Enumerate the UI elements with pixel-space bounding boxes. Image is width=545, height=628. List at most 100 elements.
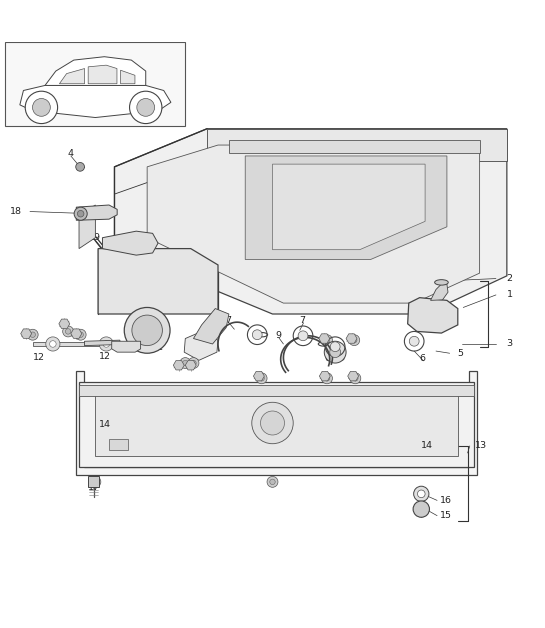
- Polygon shape: [319, 334, 330, 344]
- Circle shape: [75, 329, 86, 340]
- Polygon shape: [346, 334, 357, 344]
- Polygon shape: [147, 145, 480, 303]
- Circle shape: [103, 341, 110, 347]
- Text: 11: 11: [152, 344, 164, 352]
- Circle shape: [409, 337, 419, 346]
- Polygon shape: [229, 139, 480, 153]
- Polygon shape: [431, 284, 448, 300]
- Text: 7: 7: [299, 316, 306, 325]
- Text: 16: 16: [440, 496, 452, 505]
- Text: 9: 9: [275, 332, 281, 340]
- Polygon shape: [71, 329, 82, 338]
- Polygon shape: [184, 332, 218, 360]
- Circle shape: [349, 335, 360, 345]
- Circle shape: [46, 337, 60, 351]
- Text: 14: 14: [99, 420, 111, 428]
- Circle shape: [267, 477, 278, 487]
- Circle shape: [124, 308, 170, 353]
- Polygon shape: [120, 70, 135, 84]
- Circle shape: [76, 163, 84, 171]
- Text: 8: 8: [351, 374, 358, 383]
- Polygon shape: [88, 477, 99, 487]
- Polygon shape: [76, 371, 477, 475]
- Polygon shape: [88, 65, 117, 84]
- Bar: [5, 41, 185, 126]
- Polygon shape: [207, 129, 507, 161]
- Polygon shape: [20, 85, 171, 117]
- Text: 2: 2: [506, 274, 513, 283]
- Text: 8: 8: [75, 332, 81, 340]
- Polygon shape: [21, 329, 32, 338]
- Circle shape: [93, 479, 98, 485]
- Circle shape: [414, 486, 429, 502]
- Circle shape: [130, 91, 162, 124]
- Polygon shape: [102, 231, 158, 255]
- Circle shape: [256, 373, 267, 384]
- Circle shape: [252, 403, 293, 444]
- Circle shape: [183, 360, 188, 365]
- Circle shape: [30, 332, 35, 337]
- Circle shape: [78, 332, 83, 337]
- Text: 13: 13: [475, 441, 487, 450]
- Circle shape: [77, 210, 84, 217]
- Circle shape: [417, 490, 425, 497]
- Circle shape: [74, 207, 87, 220]
- Circle shape: [188, 357, 199, 369]
- Polygon shape: [114, 129, 507, 314]
- Circle shape: [99, 337, 113, 351]
- Circle shape: [353, 376, 358, 381]
- Polygon shape: [79, 205, 95, 249]
- Text: 8: 8: [24, 332, 31, 340]
- Circle shape: [413, 501, 429, 517]
- Circle shape: [324, 376, 330, 381]
- Circle shape: [350, 373, 361, 384]
- Text: 8: 8: [257, 374, 264, 383]
- Text: 5: 5: [457, 349, 464, 358]
- Text: 15: 15: [440, 511, 452, 520]
- Polygon shape: [98, 249, 218, 314]
- Polygon shape: [33, 342, 125, 345]
- Circle shape: [324, 341, 346, 363]
- Circle shape: [322, 373, 332, 384]
- Text: 14: 14: [421, 441, 433, 450]
- Circle shape: [322, 335, 332, 345]
- Polygon shape: [348, 371, 359, 381]
- Circle shape: [270, 479, 275, 485]
- Circle shape: [298, 331, 308, 341]
- Polygon shape: [272, 164, 425, 250]
- Text: 4: 4: [177, 363, 183, 372]
- Circle shape: [352, 337, 357, 343]
- Circle shape: [65, 328, 71, 334]
- Text: 17: 17: [88, 483, 100, 492]
- Text: 4: 4: [189, 363, 195, 372]
- Circle shape: [132, 315, 162, 345]
- Circle shape: [330, 347, 341, 357]
- Polygon shape: [408, 298, 458, 333]
- Polygon shape: [245, 156, 447, 259]
- Polygon shape: [319, 371, 330, 381]
- Text: 7: 7: [225, 316, 231, 325]
- Polygon shape: [253, 371, 264, 381]
- Circle shape: [252, 330, 262, 340]
- Polygon shape: [95, 390, 458, 456]
- Circle shape: [137, 99, 155, 116]
- Polygon shape: [193, 308, 229, 344]
- Polygon shape: [76, 205, 117, 220]
- Text: 6: 6: [324, 354, 330, 363]
- Text: 4: 4: [68, 149, 74, 158]
- Text: 12: 12: [33, 353, 45, 362]
- Text: 8: 8: [62, 322, 69, 330]
- Text: 10: 10: [140, 334, 152, 343]
- Circle shape: [25, 91, 58, 124]
- Polygon shape: [109, 440, 128, 450]
- Polygon shape: [173, 360, 184, 370]
- Circle shape: [259, 376, 264, 381]
- Circle shape: [27, 329, 38, 340]
- Ellipse shape: [435, 279, 449, 285]
- Circle shape: [33, 99, 50, 116]
- Polygon shape: [79, 382, 474, 467]
- Circle shape: [90, 477, 101, 487]
- Polygon shape: [59, 68, 84, 84]
- Circle shape: [63, 326, 74, 337]
- Polygon shape: [112, 341, 141, 352]
